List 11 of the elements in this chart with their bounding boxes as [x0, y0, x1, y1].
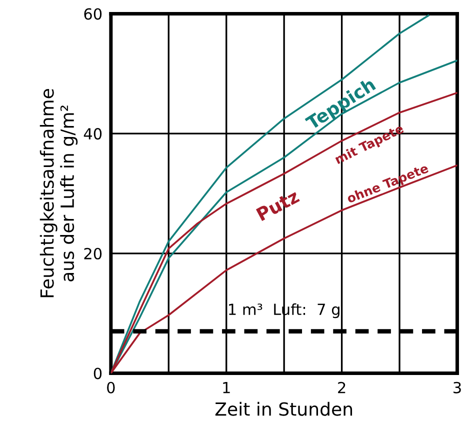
x-axis-title: Zeit in Stunden	[215, 402, 352, 416]
x-tick-label: 3	[454, 382, 461, 394]
y-tick-label: 40	[84, 128, 102, 140]
y-axis-title: Feuchtigkeitsaufnahme aus der Luft in g/m²	[40, 89, 78, 298]
y-tick-label: 60	[84, 8, 102, 20]
x-tick-label: 0	[107, 382, 115, 394]
annotation: Putz	[256, 189, 300, 222]
y-tick-label: 20	[84, 248, 102, 260]
x-tick-label: 2	[338, 382, 346, 394]
y-tick-label: 0	[94, 368, 102, 380]
x-tick-label: 1	[223, 382, 230, 394]
